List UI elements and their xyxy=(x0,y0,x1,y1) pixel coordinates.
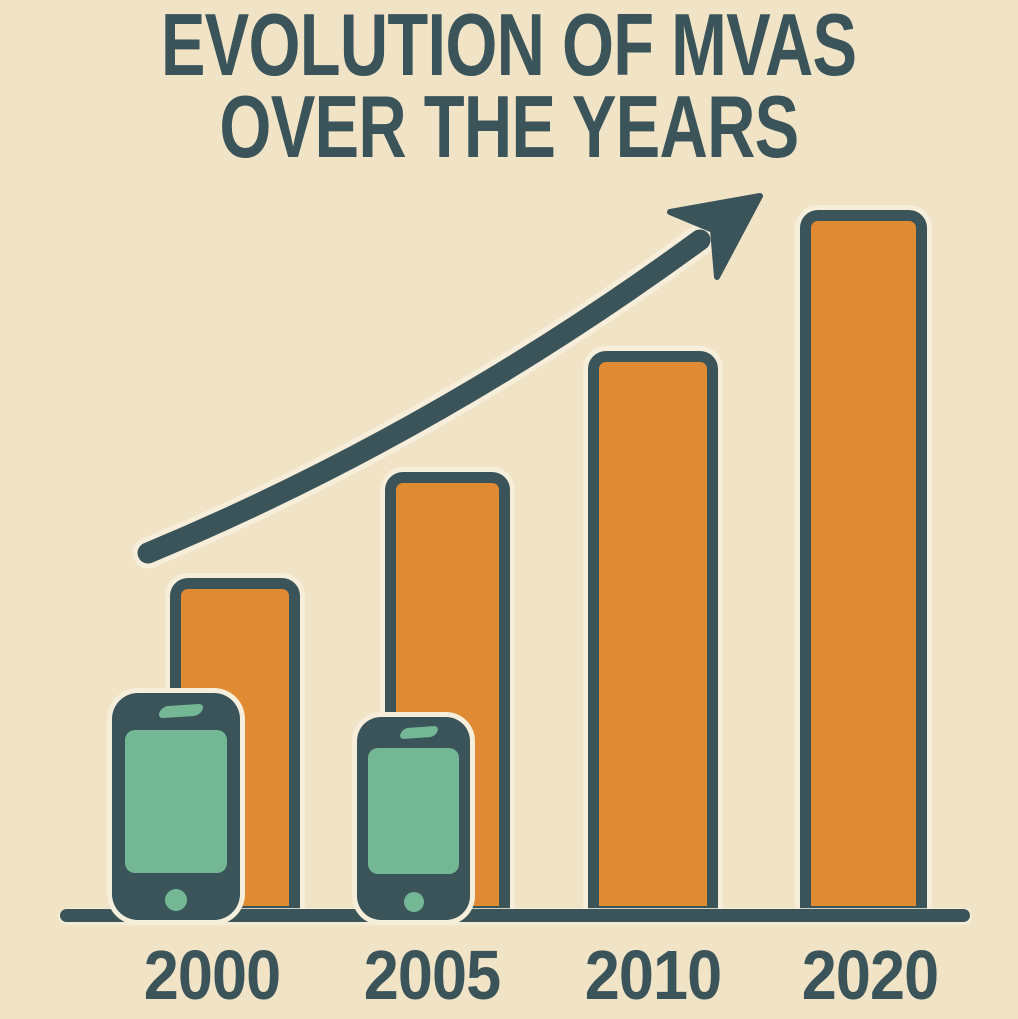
chart-title: EVOLUTION OF MVAS OVER THE YEARS xyxy=(0,0,1018,176)
bar-2010 xyxy=(588,351,718,917)
chart-title-line-2: OVER THE YEARS xyxy=(219,77,799,176)
phone-screen xyxy=(368,748,459,874)
chart-title-line-1: EVOLUTION OF MVAS xyxy=(161,0,857,94)
phone-speaker-icon xyxy=(398,725,440,740)
phone-speaker-icon xyxy=(157,703,205,719)
smartphone-icon-2000 xyxy=(112,693,240,920)
phone-screen xyxy=(125,730,227,873)
phone-home-button-icon xyxy=(403,892,424,912)
bar-2020 xyxy=(800,210,927,917)
x-axis-line xyxy=(60,909,970,922)
x-label-2010: 2010 xyxy=(584,936,722,1014)
x-label-2005: 2005 xyxy=(363,936,501,1014)
phone-home-button-icon xyxy=(165,889,187,911)
x-label-2000: 2000 xyxy=(143,936,281,1014)
x-label-2020: 2020 xyxy=(801,936,939,1014)
smartphone-icon-2005 xyxy=(357,717,470,920)
